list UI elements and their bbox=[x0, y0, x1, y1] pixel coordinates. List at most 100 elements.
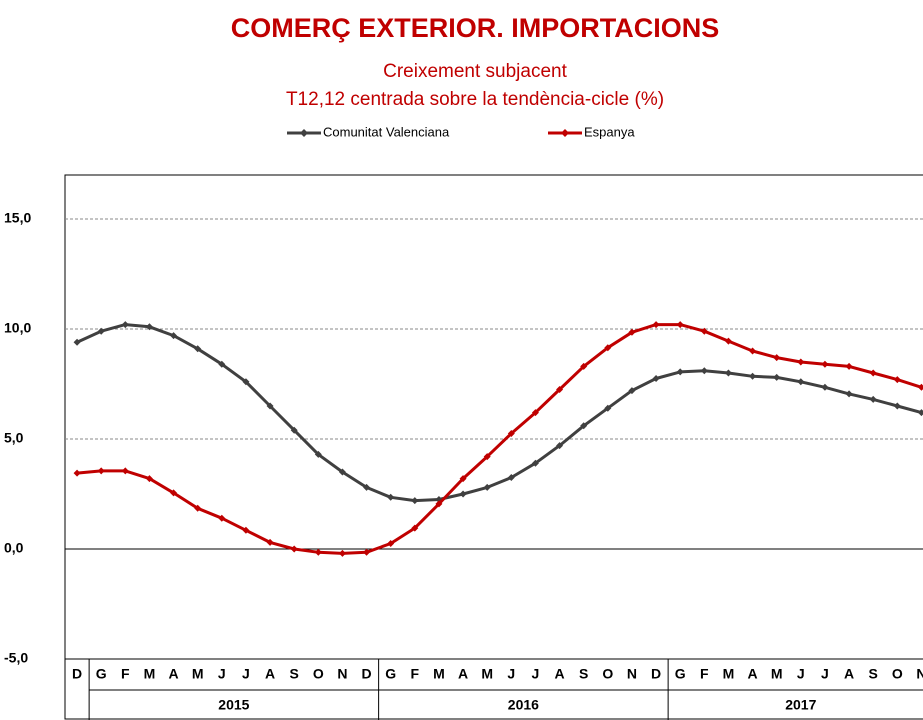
x-tick-label: S bbox=[579, 666, 588, 682]
point-marker bbox=[242, 378, 250, 386]
point-marker bbox=[459, 490, 467, 498]
year-label: 2015 bbox=[218, 697, 249, 713]
year-label: 2017 bbox=[785, 697, 816, 713]
point-marker bbox=[483, 453, 491, 461]
x-tick-label: J bbox=[797, 666, 805, 682]
point-marker bbox=[290, 426, 298, 434]
point-marker bbox=[97, 327, 105, 335]
point-marker bbox=[459, 475, 467, 483]
point-marker bbox=[507, 474, 515, 481]
point-marker bbox=[266, 538, 274, 546]
point-marker bbox=[869, 395, 877, 403]
point-marker bbox=[338, 549, 346, 557]
x-tick-label: O bbox=[313, 666, 324, 682]
series-line bbox=[76, 323, 922, 503]
point-marker bbox=[797, 378, 805, 386]
point-marker bbox=[652, 321, 660, 329]
x-tick-label: G bbox=[385, 666, 396, 682]
x-tick-label: F bbox=[411, 666, 420, 682]
x-tick-label: J bbox=[532, 666, 540, 682]
point-marker bbox=[628, 387, 636, 395]
x-tick-label: J bbox=[218, 666, 226, 682]
point-marker bbox=[700, 367, 708, 375]
point-marker bbox=[652, 375, 660, 382]
point-marker bbox=[821, 383, 829, 391]
point-marker bbox=[604, 404, 612, 412]
y-tick-label: -5,0 bbox=[4, 650, 28, 666]
x-tick-label: G bbox=[675, 666, 686, 682]
x-tick-label: F bbox=[700, 666, 709, 682]
point-marker bbox=[387, 493, 395, 501]
point-marker bbox=[917, 383, 923, 391]
x-tick-label: M bbox=[481, 666, 493, 682]
x-tick-label: D bbox=[72, 666, 82, 682]
point-marker bbox=[628, 328, 636, 336]
x-tick-label: S bbox=[869, 666, 878, 682]
point-marker bbox=[797, 358, 805, 366]
series-line bbox=[76, 323, 922, 555]
point-marker bbox=[170, 332, 178, 340]
x-tick-label: O bbox=[892, 666, 903, 682]
x-tick-label: F bbox=[121, 666, 130, 682]
x-tick-label: J bbox=[242, 666, 250, 682]
x-tick-label: A bbox=[555, 666, 565, 682]
point-marker bbox=[363, 483, 371, 491]
point-marker bbox=[73, 469, 81, 477]
point-marker bbox=[700, 327, 708, 335]
point-marker bbox=[773, 373, 781, 381]
x-tick-label: A bbox=[844, 666, 854, 682]
y-tick-label: 5,0 bbox=[4, 430, 24, 446]
point-marker bbox=[145, 475, 153, 483]
point-marker bbox=[121, 321, 129, 329]
point-marker bbox=[749, 347, 757, 355]
point-marker bbox=[387, 540, 395, 547]
point-marker bbox=[411, 497, 419, 505]
x-tick-label: D bbox=[651, 666, 661, 682]
x-tick-label: N bbox=[627, 666, 637, 682]
chart-title: COMERÇ EXTERIOR. IMPORTACIONS bbox=[231, 13, 720, 43]
x-tick-label: N bbox=[916, 666, 923, 682]
point-marker bbox=[893, 402, 901, 410]
x-tick-label: S bbox=[290, 666, 299, 682]
point-marker bbox=[676, 368, 684, 376]
x-tick-label: G bbox=[96, 666, 107, 682]
x-tick-label: N bbox=[337, 666, 347, 682]
point-marker bbox=[580, 422, 588, 430]
chart-subtitle: Creixement subjacent bbox=[383, 61, 567, 82]
legend-label: Espanya bbox=[584, 124, 635, 139]
y-tick-label: 15,0 bbox=[4, 210, 31, 226]
point-marker bbox=[194, 345, 202, 353]
x-tick-label: J bbox=[507, 666, 515, 682]
point-marker bbox=[917, 409, 923, 417]
x-tick-label: A bbox=[169, 666, 179, 682]
x-tick-label: M bbox=[192, 666, 204, 682]
point-marker bbox=[893, 376, 901, 384]
y-tick-label: 10,0 bbox=[4, 320, 31, 336]
point-marker bbox=[218, 514, 226, 522]
point-marker bbox=[97, 467, 105, 475]
y-tick-label: 0,0 bbox=[4, 540, 24, 556]
point-marker bbox=[556, 386, 564, 393]
x-tick-label: M bbox=[771, 666, 783, 682]
point-marker bbox=[556, 442, 564, 450]
point-marker bbox=[724, 337, 732, 345]
plot-area bbox=[64, 174, 923, 720]
point-marker bbox=[676, 321, 684, 329]
x-tick-label: M bbox=[144, 666, 156, 682]
point-marker bbox=[845, 362, 853, 370]
point-marker bbox=[266, 402, 274, 410]
legend-marker bbox=[561, 129, 569, 137]
point-marker bbox=[773, 354, 781, 362]
point-marker bbox=[314, 548, 322, 556]
legend-label: Comunitat Valenciana bbox=[323, 124, 450, 139]
x-tick-label: A bbox=[748, 666, 758, 682]
x-tick-label: J bbox=[821, 666, 829, 682]
point-marker bbox=[821, 360, 829, 368]
point-marker bbox=[604, 344, 612, 352]
x-tick-label: M bbox=[723, 666, 735, 682]
year-label: 2016 bbox=[508, 697, 539, 713]
point-marker bbox=[580, 362, 588, 370]
x-tick-label: D bbox=[362, 666, 372, 682]
point-marker bbox=[869, 369, 877, 377]
